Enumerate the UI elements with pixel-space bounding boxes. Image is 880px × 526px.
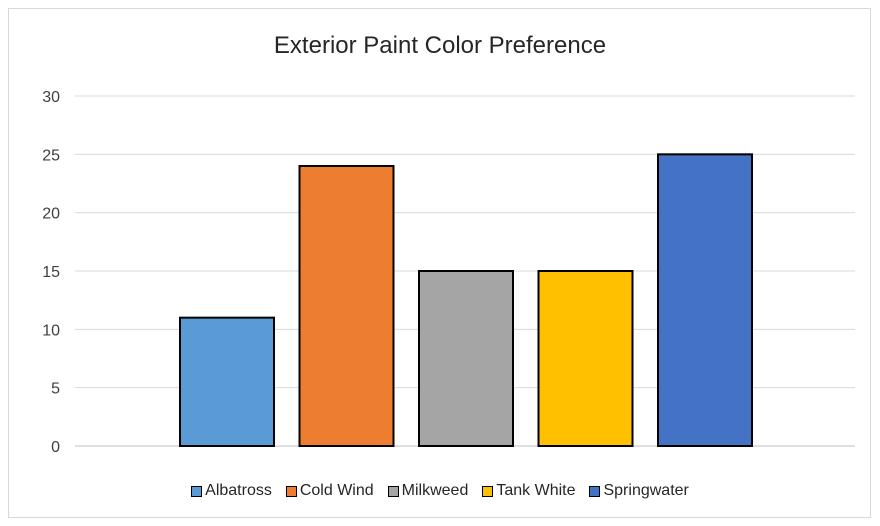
bar-albatross xyxy=(179,316,275,447)
y-axis-tick-labels: 0 5 10 15 20 25 30 xyxy=(42,89,60,456)
legend-label: Tank White xyxy=(496,482,576,499)
y-tick-label: 10 xyxy=(42,322,60,339)
legend-label: Albatross xyxy=(205,482,272,499)
bar-milkweed xyxy=(418,270,514,447)
chart-legend: Albatross Cold Wind Milkweed Tank White Spri… xyxy=(0,482,880,500)
y-tick-label: 5 xyxy=(51,381,60,398)
y-tick-label: 0 xyxy=(51,439,60,456)
y-tick-label: 15 xyxy=(42,264,60,281)
y-tick-label: 30 xyxy=(42,89,60,106)
y-tick-label: 25 xyxy=(42,147,60,164)
bar-springwater xyxy=(657,153,753,447)
bar-tank-white xyxy=(537,270,634,447)
legend-swatch xyxy=(589,485,601,497)
chart-title: Exterior Paint Color Preference xyxy=(273,32,607,59)
legend-item: Springwater xyxy=(589,482,689,500)
y-tick-label: 20 xyxy=(42,206,60,223)
legend-swatch xyxy=(387,485,399,497)
legend-swatch xyxy=(482,485,494,497)
bars xyxy=(179,153,753,447)
legend-item: Tank White xyxy=(482,482,575,500)
legend-label: Cold Wind xyxy=(299,482,374,499)
legend-item: Milkweed xyxy=(387,482,469,500)
legend-item: Cold Wind xyxy=(285,482,374,500)
legend-swatch xyxy=(285,485,297,497)
legend-swatch xyxy=(191,485,203,497)
legend-label: Springwater xyxy=(603,482,689,499)
legend-label: Milkweed xyxy=(401,482,469,499)
bar-cold-wind xyxy=(298,165,395,447)
legend-item: Albatross xyxy=(191,482,272,500)
